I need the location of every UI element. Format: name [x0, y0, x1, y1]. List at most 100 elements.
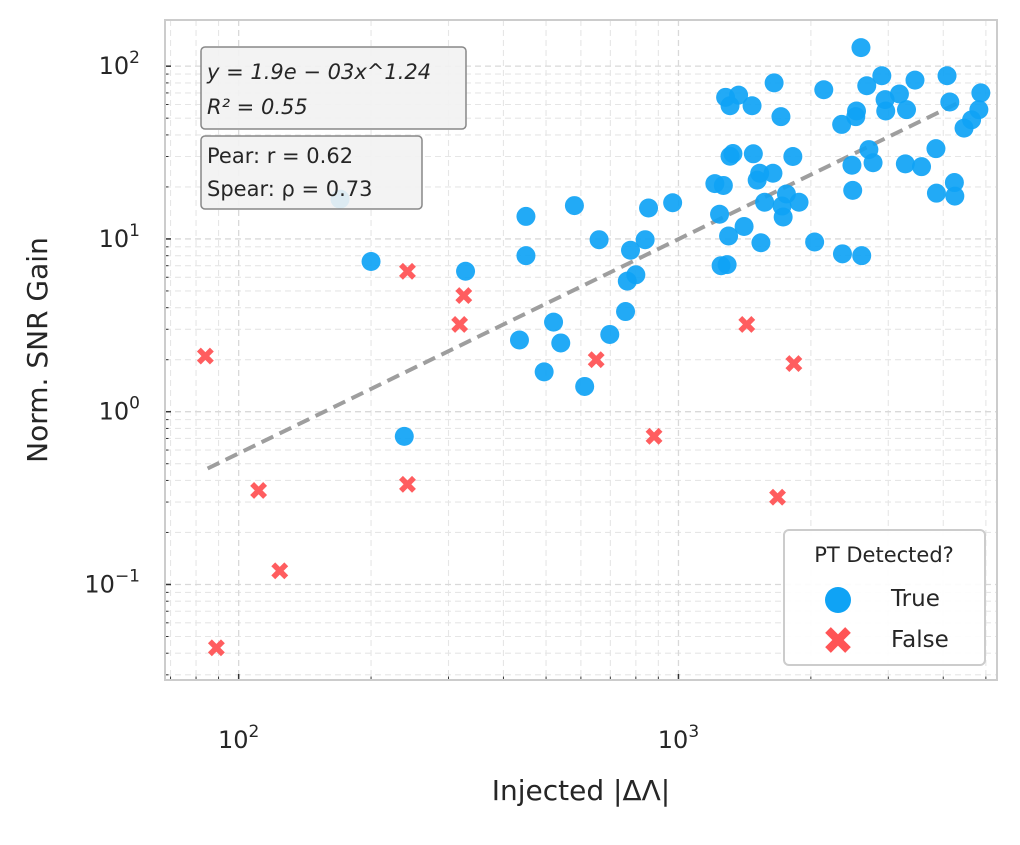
fit-equation-box: y = 1.9e − 03x^1.24 R² = 0.55: [200, 46, 467, 130]
correlation-box-bg: [200, 135, 423, 210]
scatter-point-false: [399, 475, 416, 493]
scatter-point-true: [710, 204, 730, 224]
scatter-point-true: [852, 246, 872, 266]
scatter-point-true: [940, 92, 960, 112]
scatter-point-true: [663, 193, 683, 213]
scatter-point-false: [738, 315, 756, 333]
scatter-point-true: [912, 157, 932, 177]
scatter-point-true: [717, 255, 737, 275]
fit-equation-box-bg: [200, 46, 467, 130]
scatter-point-false: [271, 562, 289, 580]
scatter-point-true: [516, 246, 536, 266]
scatter-point-true: [575, 376, 595, 396]
scatter-point-false: [399, 262, 416, 280]
scatter-point-true: [937, 66, 957, 86]
scatter-point-false: [785, 355, 803, 372]
scatter-point-true: [851, 38, 871, 58]
scatter-point-true: [789, 192, 809, 212]
legend-false-label: False: [891, 627, 949, 653]
scatter-point-true: [876, 101, 896, 121]
scatter-point-true: [361, 252, 381, 272]
scatter-point-true: [742, 96, 762, 116]
scatter-point-true: [616, 302, 636, 322]
scatter-point-true: [857, 76, 877, 96]
scatter-point-true: [889, 84, 909, 104]
scatter-point-true: [751, 233, 771, 253]
scatter-point-true: [729, 85, 749, 105]
scatter-point-true: [639, 198, 659, 218]
spearman-correlation: Spear: ρ = 0.73: [207, 177, 373, 201]
x-tick-label: 103: [658, 722, 699, 754]
scatter-point-true: [635, 230, 655, 250]
plot-frame: [164, 19, 998, 681]
scatter-point-true: [971, 83, 991, 103]
scatter-point-true: [926, 183, 946, 203]
data-marks: [196, 38, 991, 657]
scatter-point-true: [872, 66, 892, 86]
fit-equation-line: y = 1.9e − 03x^1.24: [206, 60, 431, 84]
scatter-point-true: [750, 163, 770, 183]
scatter-point-true: [755, 192, 775, 212]
scatter-point-true: [516, 206, 536, 226]
tick-labels: 102 103 10−1 100 101 102: [84, 48, 699, 754]
scatter-point-true: [723, 144, 743, 164]
scatter-point-true: [843, 180, 863, 200]
scatter-point-true: [897, 100, 917, 120]
scatter-point-true: [783, 147, 803, 167]
scatter-point-true: [544, 312, 564, 332]
scatter-point-true: [564, 196, 584, 216]
pearson-correlation: Pear: r = 0.62: [207, 144, 353, 168]
scatter-point-true: [551, 333, 571, 353]
scatter-point-true: [509, 330, 529, 350]
y-axis-title: Norm. SNR Gain: [21, 237, 54, 463]
scatter-point-true: [832, 114, 852, 134]
scatter-point-true: [734, 217, 754, 237]
scatter-point-true: [814, 80, 834, 100]
scatter-point-true: [534, 362, 554, 382]
legend-true-label: True: [890, 586, 940, 612]
scatter-point-true: [713, 175, 733, 195]
scatter-point-true: [832, 244, 852, 264]
scatter-point-true: [600, 324, 620, 344]
scatter-point-true: [719, 226, 739, 246]
y-tick-label: 102: [99, 48, 140, 80]
scatter-point-false: [587, 351, 605, 369]
scatter-point-true: [771, 107, 791, 127]
scatter-point-true: [905, 70, 925, 90]
scatter-point-false: [196, 347, 214, 365]
legend-false-marker: [825, 627, 851, 653]
scatter-point-true: [846, 107, 866, 127]
scatter-point-true: [621, 240, 641, 260]
legend: PT Detected? True False: [783, 529, 986, 666]
scatter-point-true: [926, 139, 946, 159]
scatter-point-true: [763, 163, 783, 183]
scatter-point-true: [626, 265, 646, 285]
scatter-point-false: [207, 639, 225, 657]
scatter-point-false: [250, 482, 268, 499]
scatter-point-false: [645, 427, 663, 445]
fit-r-squared-line: R² = 0.55: [207, 95, 308, 119]
scatter-point-true: [394, 426, 414, 446]
correlation-box: Pear: r = 0.62 Spear: ρ = 0.73: [200, 135, 423, 210]
scatter-point-true: [589, 230, 609, 250]
scatter-point-false: [769, 488, 786, 506]
scatter-point-true: [895, 154, 915, 174]
x-tick-label: 102: [218, 722, 259, 754]
scatter-point-false: [451, 315, 469, 333]
scatter-point-true: [969, 100, 989, 120]
x-axis-title: Injected |ΔΛ|: [492, 774, 670, 807]
scatter-point-true: [764, 73, 784, 93]
y-tick-label: 10−1: [84, 566, 140, 598]
scatter-point-false: [455, 287, 473, 305]
scatter-point-true: [863, 153, 883, 173]
y-tick-label: 101: [99, 221, 140, 253]
scatter-point-true: [944, 173, 964, 193]
legend-title: PT Detected?: [814, 543, 954, 567]
legend-true-marker: [825, 587, 851, 613]
scatter-point-true: [945, 186, 965, 206]
scatter-point-true: [456, 261, 476, 281]
scatter-point-true: [842, 155, 862, 175]
y-tick-label: 100: [99, 394, 140, 426]
